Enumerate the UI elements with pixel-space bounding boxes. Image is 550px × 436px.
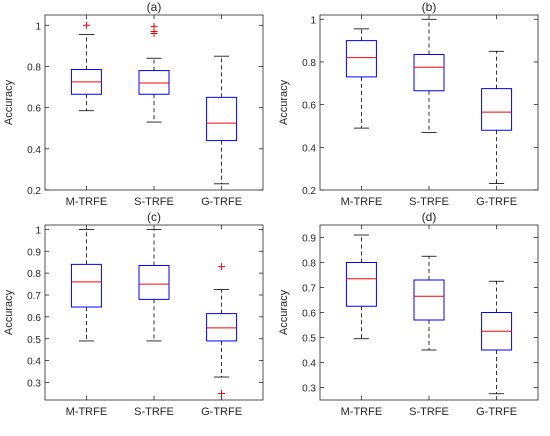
y-tick-label: 0.6 bbox=[302, 101, 316, 112]
box-m-trfe bbox=[70, 21, 102, 112]
iqr-box bbox=[413, 53, 445, 92]
iqr-box bbox=[481, 88, 513, 131]
x-tick-label: G-TRFE bbox=[476, 406, 517, 418]
iqr-box bbox=[206, 313, 238, 342]
x-tick-label: M-TRFE bbox=[341, 406, 383, 418]
x-tick-label: G-TRFE bbox=[201, 196, 242, 208]
y-tick-label: 0.6 bbox=[27, 313, 41, 324]
box-m-trfe bbox=[70, 228, 102, 342]
x-tick-label: M-TRFE bbox=[341, 196, 383, 208]
box-s-trfe bbox=[138, 22, 170, 123]
y-tick-label: 0.8 bbox=[27, 62, 41, 73]
box-s-trfe bbox=[413, 18, 445, 133]
outlier-marker bbox=[82, 21, 90, 29]
y-tick-label: 1 bbox=[35, 21, 41, 32]
y-tick-label: 0.6 bbox=[302, 309, 316, 320]
iqr-box bbox=[345, 262, 377, 307]
y-tick-label: 0.5 bbox=[302, 334, 316, 345]
box-g-trfe bbox=[206, 55, 238, 185]
x-tick-label: S-TRFE bbox=[409, 196, 449, 208]
axes-frame bbox=[319, 14, 539, 191]
chart-title: (a) bbox=[147, 0, 162, 14]
y-tick-label: 0.4 bbox=[27, 357, 41, 368]
y-tick-label: 0.2 bbox=[302, 186, 316, 197]
x-tick-label: S-TRFE bbox=[409, 406, 449, 418]
x-tick-label: M-TRFE bbox=[66, 196, 108, 208]
outlier-marker bbox=[218, 263, 226, 271]
iqr-box bbox=[138, 70, 170, 95]
box-s-trfe bbox=[138, 228, 170, 342]
y-tick-label: 0.6 bbox=[27, 104, 41, 115]
y-tick-label: 0.7 bbox=[27, 291, 41, 302]
y-tick-label: 0.3 bbox=[302, 384, 316, 395]
box-m-trfe bbox=[345, 28, 377, 129]
y-tick-label: 0.4 bbox=[302, 143, 316, 154]
y-tick-label: 0.3 bbox=[27, 379, 41, 390]
iqr-box bbox=[138, 264, 170, 300]
chart-panel-3: (d) Accuracy 0.3 0.4 0.5 0.6 0.7 0.8 0.9 M-TRFE S-… bbox=[278, 210, 539, 418]
x-tick-label: G-TRFE bbox=[201, 406, 242, 418]
x-tick-label: S-TRFE bbox=[134, 406, 174, 418]
y-tick-label: 0.8 bbox=[27, 269, 41, 280]
x-tick-label: M-TRFE bbox=[66, 406, 108, 418]
chart-panel-1: (b) Accuracy 0.2 0.4 0.6 0.8 1 M-TRFE S-TRFE G-TR… bbox=[278, 0, 539, 208]
y-axis-label: Accuracy bbox=[278, 289, 290, 335]
y-tick-label: 0.9 bbox=[302, 234, 316, 245]
y-tick-label: 0.8 bbox=[302, 259, 316, 270]
y-tick-label: 1 bbox=[35, 225, 41, 236]
chart-title: (c) bbox=[147, 210, 161, 224]
iqr-box bbox=[413, 279, 445, 321]
y-axis-label: Accuracy bbox=[3, 79, 15, 125]
iqr-box bbox=[70, 263, 102, 308]
y-axis-label: Accuracy bbox=[3, 289, 15, 335]
axes-frame bbox=[44, 224, 264, 401]
x-tick-label: S-TRFE bbox=[134, 196, 174, 208]
x-tick-label: G-TRFE bbox=[476, 196, 517, 208]
y-tick-label: 0.7 bbox=[302, 284, 316, 295]
axes-frame bbox=[319, 224, 539, 401]
outlier-marker bbox=[218, 389, 226, 397]
chart-title: (d) bbox=[422, 210, 437, 224]
y-axis-label: Accuracy bbox=[278, 79, 290, 125]
box-m-trfe bbox=[345, 234, 377, 340]
y-tick-label: 0.9 bbox=[27, 247, 41, 258]
y-tick-label: 0.4 bbox=[302, 359, 316, 370]
outlier-marker bbox=[150, 22, 158, 30]
chart-title: (b) bbox=[422, 0, 437, 14]
box-g-trfe bbox=[481, 280, 513, 395]
y-tick-label: 0.5 bbox=[27, 335, 41, 346]
y-tick-label: 0.8 bbox=[302, 58, 316, 69]
axes-frame bbox=[44, 14, 264, 191]
chart-panel-2: (c) Accuracy 0.3 0.4 0.5 0.6 0.7 0.8 0.9 1 M-TRFE S… bbox=[3, 210, 264, 418]
box-g-trfe bbox=[481, 50, 513, 184]
y-tick-label: 0.2 bbox=[27, 186, 41, 197]
box-g-trfe bbox=[206, 263, 238, 397]
box-s-trfe bbox=[413, 255, 445, 351]
y-tick-label: 1 bbox=[310, 15, 316, 26]
iqr-box bbox=[206, 96, 238, 142]
iqr-box bbox=[345, 40, 377, 78]
y-tick-label: 0.4 bbox=[27, 145, 41, 156]
chart-panel-0: (a) Accuracy 0.2 0.4 0.6 0.8 1 M-TRFE S-TRFE G-TR… bbox=[3, 0, 264, 208]
